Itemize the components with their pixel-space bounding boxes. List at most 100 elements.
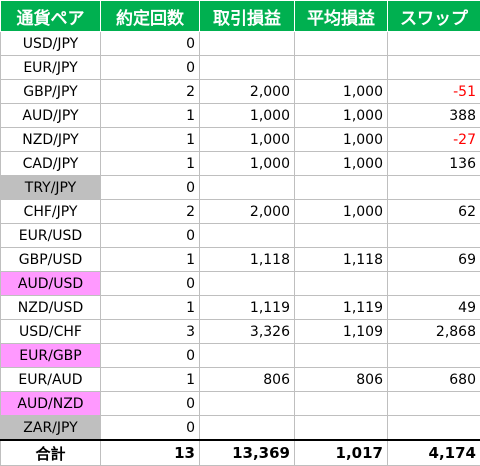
cell-profit bbox=[199, 343, 295, 368]
table-row: TRY/JPY 0 bbox=[0, 175, 480, 200]
total-count: 13 bbox=[100, 439, 200, 466]
cell-count: 1 bbox=[100, 295, 200, 320]
table-row: AUD/NZD 0 bbox=[0, 391, 480, 416]
cell-count: 0 bbox=[100, 343, 200, 368]
table-row: CAD/JPY 1 1,000 1,000 136 bbox=[0, 151, 480, 176]
cell-swap bbox=[387, 223, 480, 248]
table-row: GBP/JPY 2 2,000 1,000 -51 bbox=[0, 79, 480, 104]
cell-swap: 69 bbox=[387, 247, 480, 272]
header-profit: 取引損益 bbox=[199, 0, 295, 32]
cell-swap bbox=[387, 175, 480, 200]
table-row: AUD/JPY 1 1,000 1,000 388 bbox=[0, 103, 480, 128]
cell-count: 0 bbox=[100, 415, 200, 441]
cell-profit: 1,118 bbox=[199, 247, 295, 272]
cell-count: 0 bbox=[100, 31, 200, 56]
total-row: 合計 13 13,369 1,017 4,174 bbox=[0, 439, 480, 466]
cell-pair: CHF/JPY bbox=[0, 199, 101, 224]
cell-pair: EUR/GBP bbox=[0, 343, 101, 368]
cell-swap bbox=[387, 271, 480, 296]
cell-profit: 3,326 bbox=[199, 319, 295, 344]
cell-average: 1,000 bbox=[294, 127, 388, 152]
total-profit: 13,369 bbox=[199, 439, 295, 466]
cell-average: 1,000 bbox=[294, 151, 388, 176]
table-row: USD/JPY 0 bbox=[0, 31, 480, 56]
cell-count: 1 bbox=[100, 103, 200, 128]
cell-pair: NZD/JPY bbox=[0, 127, 101, 152]
cell-profit: 1,000 bbox=[199, 103, 295, 128]
cell-profit: 1,000 bbox=[199, 151, 295, 176]
cell-average: 1,118 bbox=[294, 247, 388, 272]
cell-pair: ZAR/JPY bbox=[0, 415, 101, 441]
cell-profit: 2,000 bbox=[199, 199, 295, 224]
cell-pair: GBP/USD bbox=[0, 247, 101, 272]
cell-profit bbox=[199, 31, 295, 56]
cell-swap bbox=[387, 31, 480, 56]
table-body: USD/JPY 0 EUR/JPY 0 GBP/JPY 2 2,000 1,000 -51 AUD… bbox=[0, 31, 480, 441]
cell-average bbox=[294, 55, 388, 80]
cell-pair: EUR/USD bbox=[0, 223, 101, 248]
header-average: 平均損益 bbox=[294, 0, 388, 32]
table-row: NZD/JPY 1 1,000 1,000 -27 bbox=[0, 127, 480, 152]
cell-average bbox=[294, 343, 388, 368]
cell-average bbox=[294, 175, 388, 200]
cell-average bbox=[294, 391, 388, 416]
cell-average: 1,000 bbox=[294, 199, 388, 224]
cell-profit bbox=[199, 175, 295, 200]
cell-profit bbox=[199, 271, 295, 296]
cell-swap bbox=[387, 55, 480, 80]
cell-profit bbox=[199, 415, 295, 441]
table-row: USD/CHF 3 3,326 1,109 2,868 bbox=[0, 319, 480, 344]
header-row: 通貨ペア 約定回数 取引損益 平均損益 スワップ bbox=[0, 0, 480, 32]
total-label: 合計 bbox=[0, 439, 101, 466]
cell-swap bbox=[387, 415, 480, 441]
cell-swap bbox=[387, 391, 480, 416]
table-row: EUR/AUD 1 806 806 680 bbox=[0, 367, 480, 392]
cell-profit: 1,000 bbox=[199, 127, 295, 152]
cell-pair: USD/JPY bbox=[0, 31, 101, 56]
cell-average bbox=[294, 415, 388, 441]
cell-swap: 388 bbox=[387, 103, 480, 128]
cell-count: 0 bbox=[100, 175, 200, 200]
header-swap: スワップ bbox=[387, 0, 480, 32]
cell-profit: 806 bbox=[199, 367, 295, 392]
cell-count: 0 bbox=[100, 391, 200, 416]
cell-count: 0 bbox=[100, 271, 200, 296]
cell-count: 0 bbox=[100, 223, 200, 248]
cell-average: 806 bbox=[294, 367, 388, 392]
cell-count: 2 bbox=[100, 79, 200, 104]
total-swap: 4,174 bbox=[387, 439, 480, 466]
cell-pair: GBP/JPY bbox=[0, 79, 101, 104]
cell-pair: EUR/AUD bbox=[0, 367, 101, 392]
cell-count: 1 bbox=[100, 151, 200, 176]
cell-average bbox=[294, 271, 388, 296]
cell-swap: 136 bbox=[387, 151, 480, 176]
cell-count: 1 bbox=[100, 127, 200, 152]
cell-pair: AUD/JPY bbox=[0, 103, 101, 128]
cell-profit bbox=[199, 223, 295, 248]
table-row: NZD/USD 1 1,119 1,119 49 bbox=[0, 295, 480, 320]
cell-profit bbox=[199, 391, 295, 416]
cell-pair: USD/CHF bbox=[0, 319, 101, 344]
cell-average: 1,000 bbox=[294, 79, 388, 104]
table-row: ZAR/JPY 0 bbox=[0, 415, 480, 441]
table-row: AUD/USD 0 bbox=[0, 271, 480, 296]
cell-swap: 680 bbox=[387, 367, 480, 392]
cell-average: 1,119 bbox=[294, 295, 388, 320]
table-row: CHF/JPY 2 2,000 1,000 62 bbox=[0, 199, 480, 224]
cell-count: 1 bbox=[100, 367, 200, 392]
cell-average bbox=[294, 223, 388, 248]
table-row: EUR/JPY 0 bbox=[0, 55, 480, 80]
cell-pair: AUD/USD bbox=[0, 271, 101, 296]
cell-pair: AUD/NZD bbox=[0, 391, 101, 416]
cell-swap: 49 bbox=[387, 295, 480, 320]
cell-average: 1,109 bbox=[294, 319, 388, 344]
cell-swap: -51 bbox=[387, 79, 480, 104]
header-pair: 通貨ペア bbox=[0, 0, 101, 32]
cell-swap: -27 bbox=[387, 127, 480, 152]
cell-swap bbox=[387, 343, 480, 368]
header-count: 約定回数 bbox=[100, 0, 200, 32]
table-row: EUR/USD 0 bbox=[0, 223, 480, 248]
cell-profit bbox=[199, 55, 295, 80]
cell-profit: 2,000 bbox=[199, 79, 295, 104]
